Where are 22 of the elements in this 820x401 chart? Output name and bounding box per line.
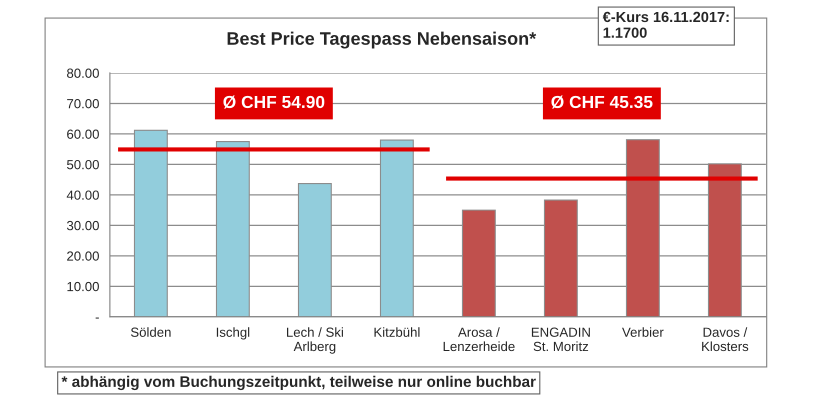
y-tick-label: -: [96, 318, 99, 319]
text: * abhängig vom Buchungszeitpunkt, teilweise nur online buchbar: [62, 376, 536, 390]
x-tick-label: Kitzbühl: [374, 327, 420, 337]
y-tick-label: 40.00: [66, 190, 99, 200]
y-tick-label: 60.00: [67, 130, 99, 139]
x-tick-label: Sölden: [130, 327, 171, 337]
chart-title: Best Price Tagespass Nebensaison*: [228, 32, 536, 49]
y-tick-label: 30.00: [66, 220, 99, 230]
x-tick-label: Arosa / Lenzerheide: [444, 327, 515, 352]
x-tick-label: Ischgl: [216, 327, 250, 340]
annotation: Ø CHF 45.35: [551, 95, 653, 109]
x-tick-label: ENGADIN St. Moritz: [532, 328, 590, 352]
y-tick-label: 70.00: [67, 99, 99, 108]
y-tick-label: 20.00: [67, 251, 99, 261]
x-tick-label: Verbier: [622, 327, 664, 337]
y-tick-label: 80.00: [67, 68, 99, 78]
y-tick-label: 50.00: [66, 160, 99, 170]
annotation: Ø CHF 54.90: [223, 95, 324, 109]
y-tick-label: 10.00: [67, 282, 99, 292]
x-tick-label: Lech / Ski Arlberg: [286, 327, 343, 354]
x-tick-label: Davos / Klosters: [702, 327, 748, 352]
text: €-Kurs 16.11.2017: 1.1700: [602, 12, 729, 38]
